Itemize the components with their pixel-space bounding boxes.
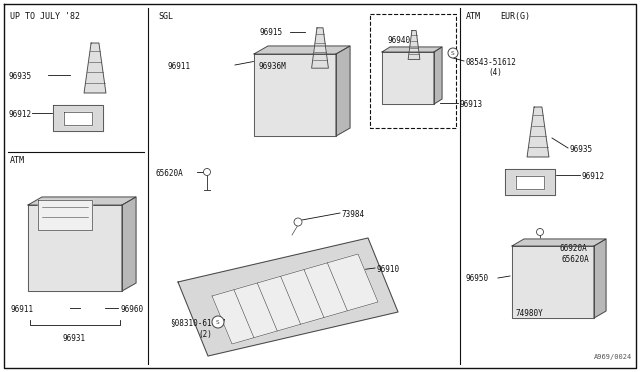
Polygon shape [84, 43, 106, 93]
Text: 96912: 96912 [582, 172, 605, 181]
Text: 96950: 96950 [466, 274, 489, 283]
Polygon shape [64, 112, 92, 125]
Polygon shape [594, 239, 606, 318]
Text: UP TO JULY '82: UP TO JULY '82 [10, 12, 80, 21]
Polygon shape [516, 176, 544, 189]
Circle shape [294, 218, 302, 226]
Polygon shape [53, 105, 103, 131]
Text: 96912: 96912 [8, 110, 31, 119]
Text: S: S [216, 320, 220, 324]
Polygon shape [336, 46, 350, 136]
Text: 96935: 96935 [8, 72, 31, 81]
Text: 65620A: 65620A [155, 169, 183, 178]
Text: EUR(G): EUR(G) [500, 12, 530, 21]
Polygon shape [527, 107, 549, 157]
Text: 96931: 96931 [62, 334, 85, 343]
Text: 08543-51612: 08543-51612 [466, 58, 517, 67]
Polygon shape [38, 200, 92, 230]
Text: 96913: 96913 [460, 100, 483, 109]
Polygon shape [434, 47, 442, 104]
Text: S: S [451, 51, 455, 55]
Polygon shape [254, 54, 336, 136]
Polygon shape [512, 246, 594, 318]
Circle shape [212, 316, 224, 328]
Text: 96960: 96960 [120, 305, 143, 314]
Polygon shape [505, 169, 555, 195]
Text: SGL: SGL [158, 12, 173, 21]
Polygon shape [382, 52, 434, 104]
Polygon shape [408, 31, 420, 60]
Circle shape [448, 48, 458, 58]
Circle shape [536, 228, 543, 235]
Text: 65620A: 65620A [562, 255, 589, 264]
Text: 96935: 96935 [570, 145, 593, 154]
Text: 96940: 96940 [388, 36, 411, 45]
Polygon shape [28, 205, 122, 291]
Polygon shape [28, 197, 136, 205]
Polygon shape [382, 47, 442, 52]
Polygon shape [512, 239, 606, 246]
Text: 96910: 96910 [377, 265, 400, 274]
Polygon shape [254, 46, 350, 54]
Text: 73984: 73984 [342, 210, 365, 219]
Text: 74980Y: 74980Y [516, 309, 544, 318]
Text: ATM: ATM [10, 156, 25, 165]
Text: 96936M: 96936M [259, 62, 287, 71]
Circle shape [204, 169, 211, 176]
Text: (2): (2) [198, 330, 212, 339]
Polygon shape [312, 28, 328, 68]
Text: ATM: ATM [466, 12, 481, 21]
Polygon shape [122, 197, 136, 291]
Text: §08310-61497: §08310-61497 [170, 318, 225, 327]
Polygon shape [212, 254, 378, 344]
Text: (4): (4) [488, 68, 502, 77]
Text: 96911: 96911 [10, 305, 33, 314]
Text: 66920A: 66920A [560, 244, 588, 253]
Text: 96911: 96911 [168, 62, 191, 71]
Polygon shape [178, 238, 398, 356]
Text: 96915: 96915 [260, 28, 283, 37]
Text: A969/0024: A969/0024 [594, 354, 632, 360]
